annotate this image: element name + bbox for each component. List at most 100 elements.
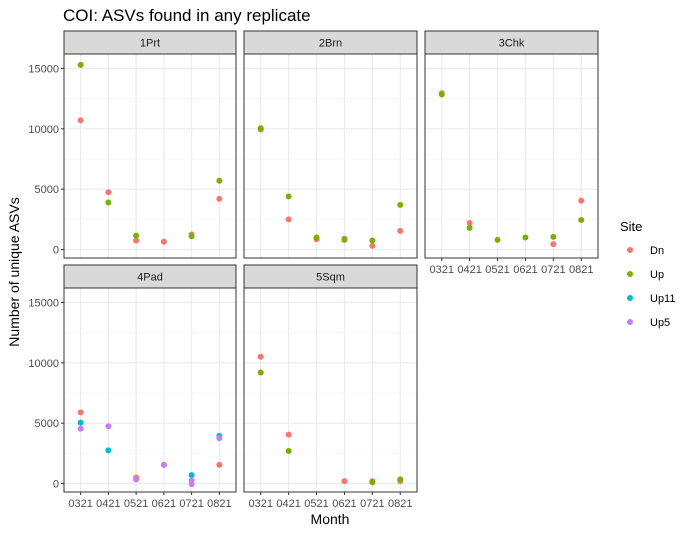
x-tick-label: 0621 xyxy=(513,264,537,276)
point-Up xyxy=(285,447,292,454)
point-Dn xyxy=(160,238,167,245)
y-tick-label: 5000 xyxy=(35,418,59,430)
panel-border xyxy=(243,287,418,493)
point-Dn xyxy=(369,242,376,249)
point-Up xyxy=(105,199,112,206)
point-Up xyxy=(369,237,376,244)
x-tick-label: 0321 xyxy=(248,498,272,510)
x-tick-label: 0821 xyxy=(569,264,593,276)
point-Up xyxy=(188,233,195,240)
legend-title: Site xyxy=(620,219,642,234)
x-tick-label: 0621 xyxy=(332,498,356,510)
point-Up xyxy=(133,232,140,239)
legend-key xyxy=(627,319,633,325)
y-axis-title: Number of unique ASVs xyxy=(6,197,22,346)
point-Dn xyxy=(578,197,585,204)
facet-panels: 1Prt 0 5000 10000 15000 2Brn 3Chk 0321 0421 0521 0… xyxy=(28,30,599,510)
point-Dn xyxy=(341,478,348,485)
x-tick-label: 0821 xyxy=(388,498,412,510)
facet-4Pad: 4Pad 0 5000 10000 15000 0321 0421 0521 0621 0721 0… xyxy=(28,264,237,510)
point-Up5 xyxy=(216,435,223,442)
y-tick-label: 0 xyxy=(53,245,59,257)
legend-label: Up xyxy=(650,269,664,281)
point-Up xyxy=(369,479,376,486)
point-Up xyxy=(257,125,264,132)
point-Dn xyxy=(105,189,112,196)
facet-strip-label: 5Sqm xyxy=(316,272,345,284)
point-Up xyxy=(466,224,473,231)
x-axis-title: Month xyxy=(311,511,350,527)
legend-key xyxy=(627,247,633,253)
facet-strip-label: 1Prt xyxy=(140,38,160,50)
legend-label: Up11 xyxy=(650,293,675,305)
panel-border xyxy=(63,287,237,493)
point-Dn xyxy=(397,227,404,234)
point-Up xyxy=(397,476,404,483)
point-Up5 xyxy=(188,481,195,488)
point-Dn xyxy=(550,241,557,248)
x-tick-label: 0421 xyxy=(276,498,300,510)
point-Up xyxy=(550,233,557,240)
x-tick-label: 0521 xyxy=(485,264,509,276)
point-Up xyxy=(77,61,84,68)
legend: Site Dn Up Up11 Up5 xyxy=(620,219,675,329)
x-tick-label: 0721 xyxy=(179,498,203,510)
legend-entry-Up11: Up11 xyxy=(627,293,675,305)
x-tick-label: 0421 xyxy=(96,498,120,510)
y-tick-label: 15000 xyxy=(28,297,59,309)
panel-border xyxy=(424,53,599,259)
point-Up xyxy=(438,91,445,98)
point-Dn xyxy=(285,216,292,223)
panel-border xyxy=(63,53,237,259)
point-Up xyxy=(494,236,501,243)
legend-entry-Up: Up xyxy=(627,269,664,281)
point-Up xyxy=(285,193,292,200)
point-Up xyxy=(257,369,264,376)
x-tick-label: 0821 xyxy=(207,498,231,510)
legend-entry-Dn: Dn xyxy=(627,245,664,257)
facet-strip-label: 4Pad xyxy=(137,272,163,284)
y-tick-label: 15000 xyxy=(28,63,59,75)
point-Up5 xyxy=(160,461,167,468)
facet-2Brn: 2Brn xyxy=(243,30,418,259)
point-Up xyxy=(397,201,404,208)
point-Dn xyxy=(285,431,292,438)
y-tick-label: 10000 xyxy=(28,358,59,370)
legend-key xyxy=(627,271,633,277)
legend-label: Up5 xyxy=(650,317,670,329)
point-Dn xyxy=(216,195,223,202)
x-tick-label: 0421 xyxy=(457,264,481,276)
point-Up5 xyxy=(133,476,140,483)
facet-strip-label: 3Chk xyxy=(499,38,525,50)
x-tick-label: 0721 xyxy=(360,498,384,510)
point-Up xyxy=(216,177,223,184)
legend-key xyxy=(627,295,633,301)
x-tick-label: 0321 xyxy=(68,498,92,510)
x-tick-label: 0621 xyxy=(152,498,176,510)
point-Up11 xyxy=(77,419,84,426)
point-Up xyxy=(578,216,585,223)
panel-border xyxy=(243,53,418,259)
facet-5Sqm: 5Sqm 0321 0421 0521 0621 0721 0821 xyxy=(243,264,418,510)
x-tick-label: 0321 xyxy=(429,264,453,276)
facet-3Chk: 3Chk 0321 0421 0521 0621 0721 0821 xyxy=(424,30,599,276)
x-tick-label: 0521 xyxy=(304,498,328,510)
facet-1Prt: 1Prt 0 5000 10000 15000 xyxy=(28,30,237,259)
point-Dn xyxy=(77,409,84,416)
legend-label: Dn xyxy=(650,245,664,257)
x-tick-label: 0521 xyxy=(124,498,148,510)
point-Up5 xyxy=(105,423,112,430)
x-tick-label: 0721 xyxy=(541,264,565,276)
legend-entry-Up5: Up5 xyxy=(627,317,670,329)
point-Dn xyxy=(466,219,473,226)
chart-title: COI: ASVs found in any replicate xyxy=(63,6,311,25)
point-Up11 xyxy=(105,447,112,454)
point-Up5 xyxy=(77,425,84,432)
point-Up xyxy=(341,236,348,243)
point-Dn xyxy=(216,461,223,468)
y-tick-label: 10000 xyxy=(28,124,59,136)
point-Dn xyxy=(133,237,140,244)
facet-strip-label: 2Brn xyxy=(319,38,342,50)
point-Dn xyxy=(77,117,84,124)
